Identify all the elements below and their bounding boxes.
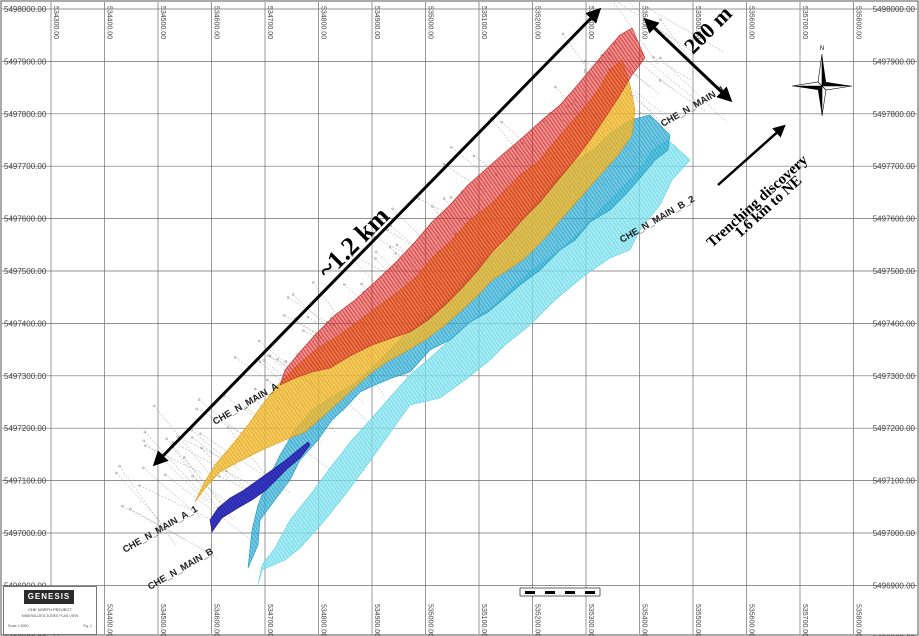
northing-label-right: 5497300.00 [873,372,916,381]
easting-label-bottom: 535500.00 [694,604,701,636]
easting-label-top: 534300.00 [52,6,59,39]
drillhole-collar [143,430,147,434]
easting-label-top: 534400.00 [106,6,113,39]
easting-label-bottom: 535800.00 [855,604,862,636]
project-name: CHE NORTH PROJECT [28,607,72,612]
drillhole-collar [225,469,228,473]
easting-label-top: 535400.00 [641,6,648,39]
trench-arrow [717,124,786,186]
easting-label-top: 535600.00 [748,6,755,39]
title-footer: Scale 1:5000 Fig. 1 [8,624,92,628]
northing-label-right: 5498000.00 [873,5,916,14]
northing-label-left: 5497600.00 [4,215,47,224]
drillhole-trace [122,505,186,540]
easting-label-bottom: 534700.00 [266,604,273,636]
northing-label-right: 5497400.00 [873,319,916,328]
northing-label-left: 5497900.00 [4,57,47,66]
northing-label-right: 5496900.00 [873,581,916,590]
north-label: N [820,46,824,52]
easting-label-bottom: 534400.00 [106,604,113,636]
northing-label-right: 5497800.00 [873,110,916,119]
easting-label-top: 535000.00 [427,6,434,39]
easting-label-bottom: 534800.00 [320,604,327,636]
easting-label-bottom: 535400.00 [641,604,648,636]
northing-label-left: 5498000.00 [4,5,47,14]
easting-label-bottom: 535100.00 [480,604,487,636]
easting-label-top: 535800.00 [855,6,862,39]
title-footer-right: Fig. 1 [83,624,92,628]
drillhole-collar [142,439,146,443]
northing-label-right: 5497700.00 [873,162,916,171]
drillhole-trace [130,508,217,558]
easting-label-bottom: 535300.00 [587,604,594,636]
drillhole-collar [191,474,194,478]
drillhole-trace [192,475,229,504]
easting-label-bottom: 535600.00 [748,604,755,636]
drillhole-collar [647,7,650,10]
scale-bar [519,587,601,597]
northing-label-left: 5496900.00 [4,581,47,590]
easting-label-bottom: 534900.00 [373,604,380,636]
drillhole-trace [119,466,177,547]
northing-label-right: 5496800.00 [873,634,916,636]
easting-label-top: 534800.00 [320,6,327,39]
easting-label-bottom: 534500.00 [159,604,166,636]
northing-label-left: 5497500.00 [4,267,47,276]
northing-label-left: 5497700.00 [4,162,47,171]
drillhole-collar [614,0,617,2]
drillhole-collar [129,507,132,511]
drillhole-trace [165,474,251,540]
northing-label-right: 5497000.00 [873,529,916,538]
easting-label-top: 535200.00 [534,6,541,39]
length-arrow [152,7,602,467]
drillhole-collar [217,474,221,478]
northing-label-left: 5497000.00 [4,529,47,538]
easting-label-top: 535100.00 [480,6,487,39]
drillhole-collar [144,444,147,447]
title-footer-left: Scale 1:5000 [8,624,29,628]
drillhole-collar [164,473,167,477]
easting-label-top: 534900.00 [373,6,380,39]
drillhole-collar [121,504,124,508]
company-logo: GENESIS [24,590,74,604]
northing-label-right: 5497100.00 [873,477,916,486]
width-arrow [643,17,733,103]
title-block: GENESIS CHE NORTH PROJECT MINERALIZED ZO… [3,586,97,635]
drillhole-trace [184,457,233,520]
drillhole-trace [143,467,202,519]
easting-label-top: 534600.00 [213,6,220,39]
northing-label-right: 5497500.00 [873,267,916,276]
drillhole-trace [139,485,211,520]
drillhole-collar [138,484,141,487]
northing-label-left: 5497200.00 [4,424,47,433]
northing-label-left: 5497300.00 [4,372,47,381]
easting-label-bottom: 535000.00 [427,604,434,636]
easting-label-bottom: 535700.00 [801,604,808,636]
drillhole-collar [142,466,145,470]
drillhole-collar [115,471,118,475]
northing-label-right: 5497900.00 [873,57,916,66]
easting-label-top: 535700.00 [801,6,808,39]
northing-label-right: 5497200.00 [873,424,916,433]
northing-label-left: 5497400.00 [4,319,47,328]
northing-label-right: 5497600.00 [873,215,916,224]
easting-label-bottom: 535200.00 [534,604,541,636]
northing-label-left: 5497100.00 [4,477,47,486]
map-subtitle: MINERALIZED ZONES PLAN VIEW [21,614,79,618]
easting-label-top: 534700.00 [266,6,273,39]
easting-label-bottom: 534600.00 [213,604,220,636]
north-arrow-icon: N [791,46,853,117]
easting-label-top: 534500.00 [159,6,166,39]
northing-label-left: 5497800.00 [4,110,47,119]
drillhole-collar [118,464,121,468]
